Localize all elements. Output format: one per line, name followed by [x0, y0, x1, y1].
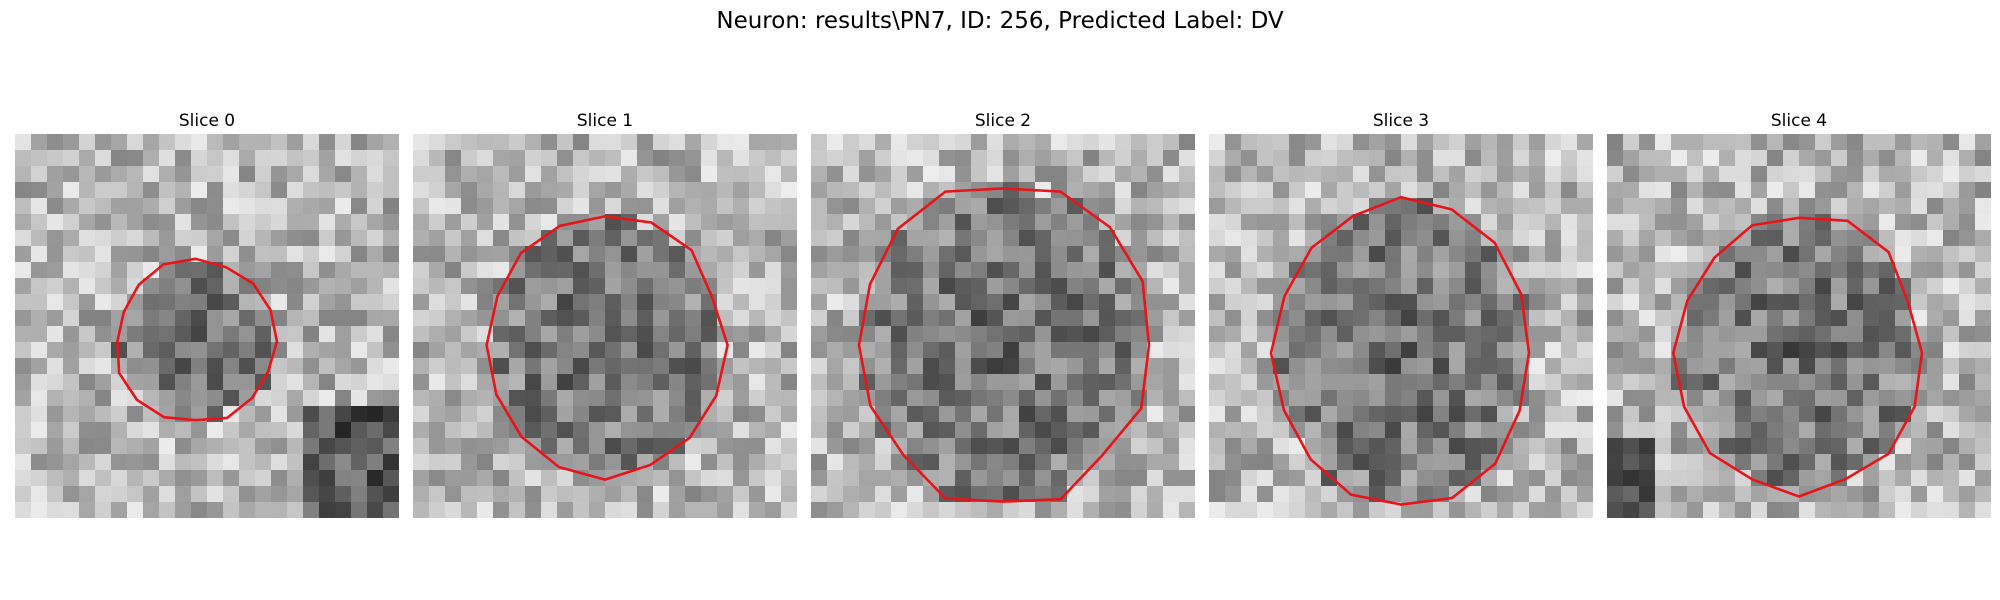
slice-image-1 [413, 134, 797, 518]
slice-panel-2: Slice 2 [811, 108, 1195, 518]
slice-title-3: Slice 3 [1372, 111, 1430, 131]
slice-title-0: Slice 0 [178, 111, 236, 131]
slice-image-4 [1607, 134, 1991, 518]
roi-contour [1269, 195, 1531, 506]
slice-panel-1: Slice 1 [413, 108, 797, 518]
pixel-grid [1209, 134, 1593, 518]
slice-panel-4: Slice 4 [1607, 108, 1991, 518]
roi-contour [116, 257, 279, 422]
figure-title: Neuron: results\PN7, ID: 256, Predicted … [716, 8, 1284, 34]
pixel-grid [413, 134, 797, 518]
slice-title-1: Slice 1 [576, 111, 634, 131]
pixel-grid [15, 134, 399, 518]
roi-contour [485, 214, 729, 481]
slice-title-2: Slice 2 [974, 111, 1032, 131]
slice-title-4: Slice 4 [1770, 111, 1828, 131]
pixel-grid [811, 134, 1195, 518]
slice-panel-0: Slice 0 [15, 108, 399, 518]
slice-image-3 [1209, 134, 1593, 518]
roi-contour [857, 187, 1151, 503]
roi-contour [1671, 216, 1924, 498]
pixel-grid [1607, 134, 1991, 518]
slice-image-2 [811, 134, 1195, 518]
slice-image-0 [15, 134, 399, 518]
slice-panel-3: Slice 3 [1209, 108, 1593, 518]
